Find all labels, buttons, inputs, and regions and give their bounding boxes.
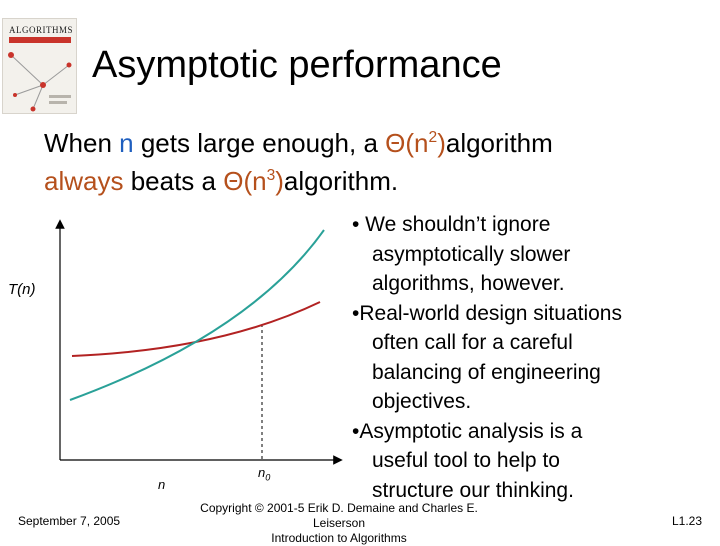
theta-n3: Θ(n3) xyxy=(223,166,284,196)
book-cover-band xyxy=(9,37,71,43)
book-cover-title: ALGORITHMS xyxy=(9,25,74,35)
course-title: Introduction to Algorithms xyxy=(271,531,407,545)
bullet-item: •Real-world design situations often call… xyxy=(352,301,622,414)
crossover-label: n0 xyxy=(258,465,270,483)
bullet-list: • We shouldn’t ignore asymptotically slo… xyxy=(352,210,622,505)
theta-n2: Θ(n2) xyxy=(385,128,446,158)
theta-text: Θ(n xyxy=(385,128,429,158)
slide-title: Asymptotic performance xyxy=(92,44,502,86)
crossover-subscript: 0 xyxy=(265,472,271,483)
growth-graph xyxy=(55,219,343,465)
always-word: always xyxy=(44,166,124,196)
cubic-curve xyxy=(69,229,325,401)
statement-line-2: always beats a Θ(n3)algorithm. xyxy=(44,166,398,197)
theta-text: Θ(n xyxy=(223,166,267,196)
copyright-line: Copyright © 2001-5 Erik D. Demaine and C… xyxy=(200,501,478,530)
bullet-item: • We shouldn’t ignore asymptotically slo… xyxy=(352,213,571,295)
statement-text: beats a xyxy=(123,166,224,196)
quadratic-curve xyxy=(71,301,321,357)
statement-text: algorithm. xyxy=(283,166,399,196)
y-axis-label: T(n) xyxy=(8,281,36,298)
statement-text: When xyxy=(44,128,120,158)
x-axis-label: n xyxy=(158,477,166,492)
statement-text: gets large enough, a xyxy=(133,128,386,158)
slide-number: L1.23 xyxy=(672,514,703,528)
book-cover-art xyxy=(8,52,72,112)
exponent: 3 xyxy=(266,166,276,184)
exponent: 2 xyxy=(428,128,438,146)
footer-date: September 7, 2005 xyxy=(18,514,121,528)
bullet-item: •Asymptotic analysis is a useful tool to… xyxy=(352,419,583,502)
book-cover-image: ALGORITHMS xyxy=(2,18,77,114)
crossover-n: n xyxy=(258,465,266,480)
theta-close: ) xyxy=(437,128,446,158)
statement-line-1: When n gets large enough, a Θ(n2)algorit… xyxy=(44,128,553,159)
variable-n: n xyxy=(119,128,134,158)
footer-copyright: Copyright © 2001-5 Erik D. Demaine and C… xyxy=(176,501,502,546)
statement-text: algorithm xyxy=(445,128,553,158)
theta-close: ) xyxy=(275,166,284,196)
